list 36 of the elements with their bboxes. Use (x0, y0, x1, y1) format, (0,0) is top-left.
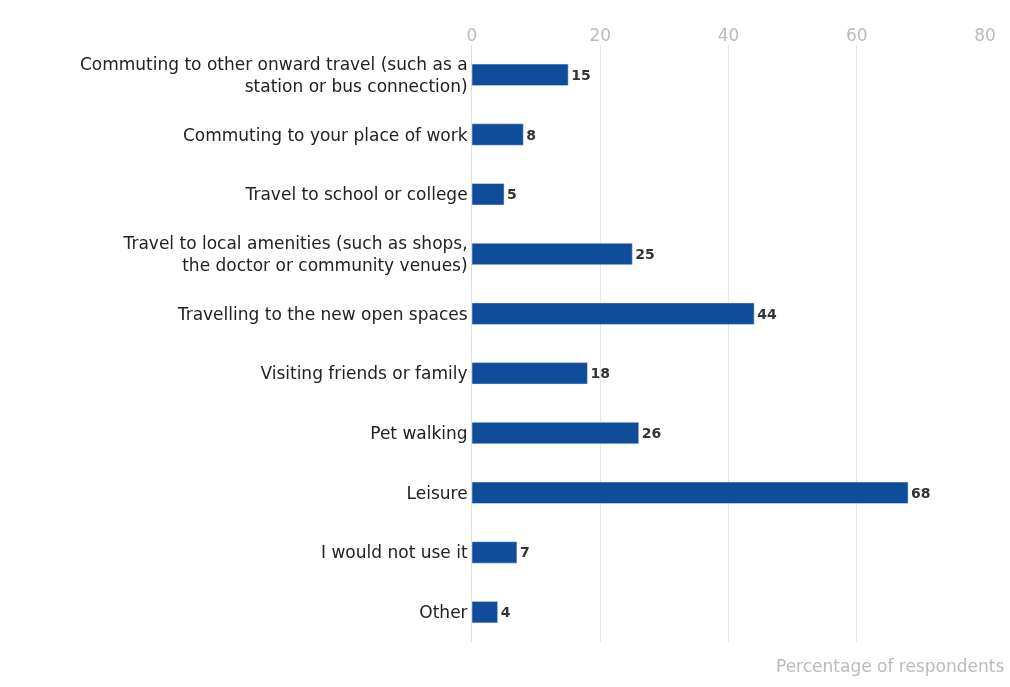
bar (472, 541, 518, 564)
x-tick-label: 0 (466, 24, 478, 45)
bar (472, 63, 569, 86)
y-tick-label: Commuting to your place of work (182, 124, 468, 145)
data-label: 8 (526, 126, 537, 143)
y-tick-label: Travel to local amenities (such as shops, the doctor or community venues) (122, 232, 468, 275)
bar (472, 481, 909, 504)
bar (472, 362, 588, 385)
data-label: 15 (571, 66, 591, 83)
bar (472, 422, 639, 445)
data-label: 7 (519, 544, 530, 561)
data-label: 4 (500, 604, 511, 621)
data-label: 18 (590, 365, 610, 382)
data-label: 5 (507, 186, 517, 203)
y-tick-label: Other (419, 602, 468, 623)
x-tick-label: 40 (717, 24, 740, 45)
y-tick-label: Travelling to the new open spaces (176, 303, 468, 324)
data-label: 26 (641, 425, 662, 442)
data-label: 68 (911, 484, 931, 501)
data-label: 44 (757, 305, 777, 322)
x-tick-label: 20 (589, 24, 612, 45)
bar (472, 242, 633, 265)
bar (472, 302, 755, 325)
x-tick-label: 80 (974, 24, 996, 45)
y-tick-label: I would not use it (321, 542, 468, 563)
bar (472, 123, 524, 146)
bar (472, 601, 498, 624)
y-tick-label: Visiting friends or family (260, 363, 468, 384)
data-label: 25 (635, 245, 655, 262)
bar (472, 183, 505, 206)
y-tick-label: Commuting to other onward travel (such as a station or bus connection) (79, 53, 468, 96)
y-tick-label: Travel to school or college (244, 184, 468, 205)
y-tick-label: Pet walking (370, 423, 468, 443)
x-tick-label: 60 (845, 24, 868, 45)
x-axis-title: Percentage of respondents (776, 656, 1005, 676)
y-tick-label: Leisure (406, 482, 468, 503)
